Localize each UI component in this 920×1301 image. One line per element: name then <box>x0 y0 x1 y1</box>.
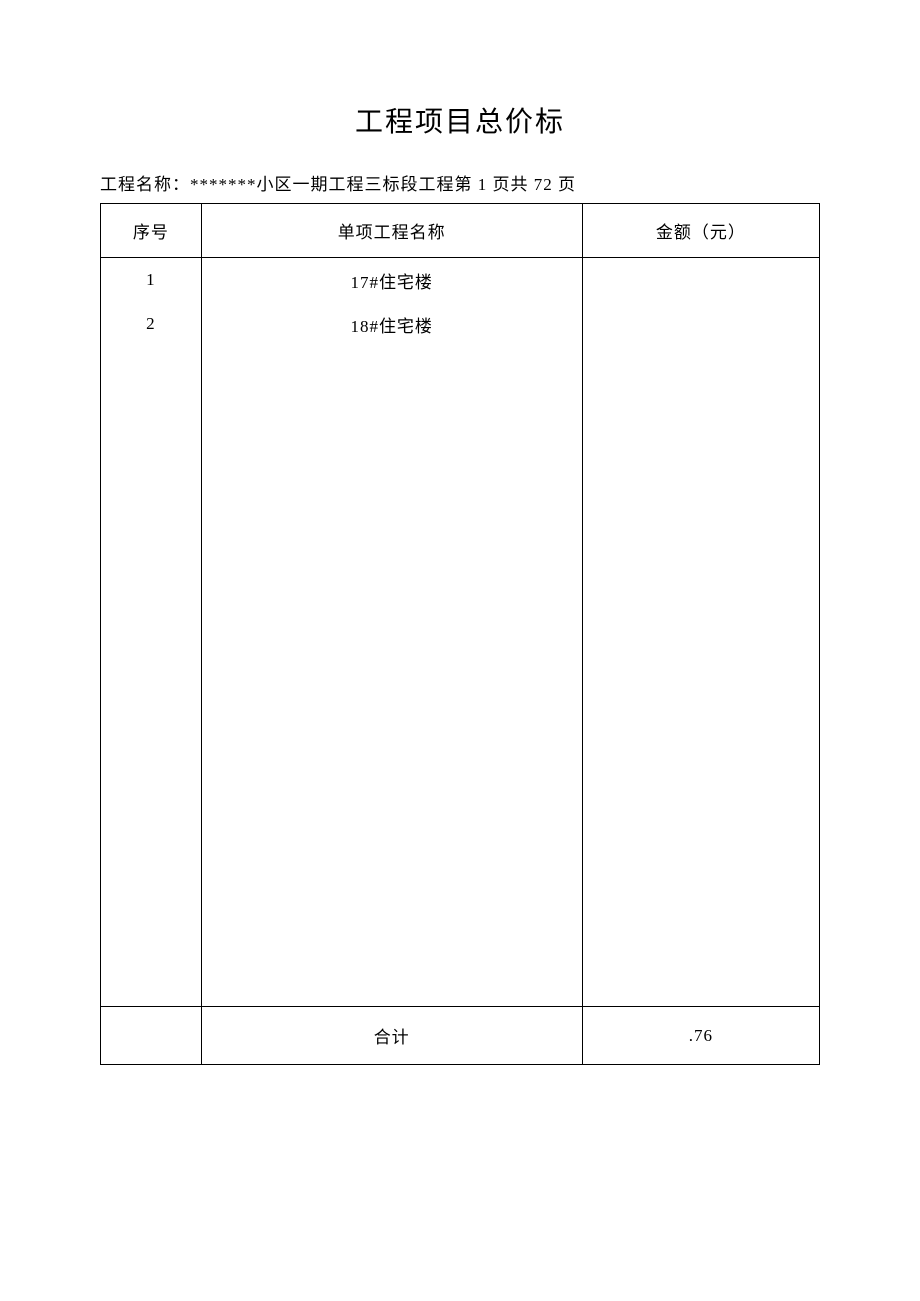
footer-seq <box>101 1007 202 1065</box>
cell-amount <box>583 258 819 302</box>
price-table: 序号 单项工程名称 金额（元） 1 2 17#住宅楼 18#住宅楼 <box>100 203 820 1065</box>
table-footer-row: 合计 .76 <box>101 1007 820 1065</box>
footer-name: 合计 <box>201 1007 582 1065</box>
cell-name: 18#住宅楼 <box>202 302 582 346</box>
cell-seq: 2 <box>101 302 201 346</box>
cell-amount <box>583 302 819 346</box>
header-name: 单项工程名称 <box>201 204 582 258</box>
table-header-row: 序号 单项工程名称 金额（元） <box>101 204 820 258</box>
header-seq: 序号 <box>101 204 202 258</box>
cell-name: 17#住宅楼 <box>202 258 582 302</box>
spacer <box>202 346 582 1006</box>
body-seq-col: 1 2 <box>101 258 202 1007</box>
cell-seq: 1 <box>101 258 201 302</box>
spacer <box>583 346 819 1006</box>
body-amount-col <box>582 258 819 1007</box>
project-subtitle: 工程名称：*******小区一期工程三标段工程第 1 页共 72 页 <box>100 170 820 195</box>
footer-amount: .76 <box>582 1007 819 1065</box>
spacer <box>101 346 201 1006</box>
page-title: 工程项目总价标 <box>100 100 820 140</box>
table-body-row: 1 2 17#住宅楼 18#住宅楼 <box>101 258 820 1007</box>
body-name-col: 17#住宅楼 18#住宅楼 <box>201 258 582 1007</box>
header-amount: 金额（元） <box>582 204 819 258</box>
